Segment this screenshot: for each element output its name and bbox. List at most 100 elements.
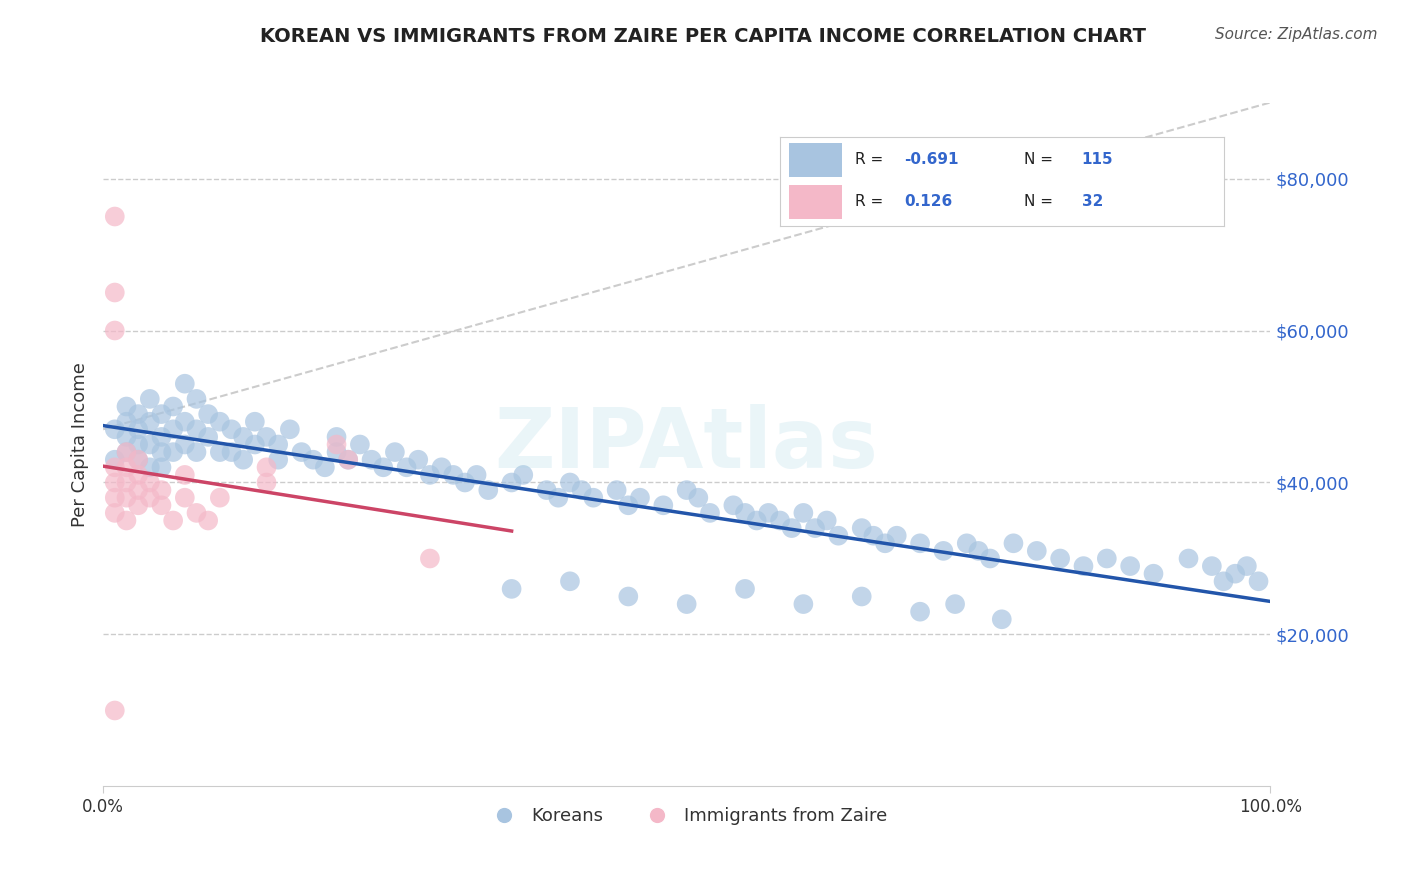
Point — [1073, 559, 1095, 574]
Point — [150, 460, 173, 475]
Point — [815, 514, 838, 528]
Point — [536, 483, 558, 497]
Point — [197, 514, 219, 528]
Point — [208, 491, 231, 505]
Point — [827, 529, 849, 543]
Point — [127, 452, 149, 467]
Point — [1225, 566, 1247, 581]
Point — [734, 582, 756, 596]
Point — [1002, 536, 1025, 550]
Point — [908, 536, 931, 550]
Point — [162, 445, 184, 459]
Point — [373, 460, 395, 475]
Point — [1142, 566, 1164, 581]
Point — [745, 514, 768, 528]
Point — [150, 483, 173, 497]
Point — [979, 551, 1001, 566]
Point — [1177, 551, 1199, 566]
Point — [943, 597, 966, 611]
Text: KOREAN VS IMMIGRANTS FROM ZAIRE PER CAPITA INCOME CORRELATION CHART: KOREAN VS IMMIGRANTS FROM ZAIRE PER CAPI… — [260, 27, 1146, 45]
Point — [104, 491, 127, 505]
Point — [173, 467, 195, 482]
Point — [582, 491, 605, 505]
Point — [465, 467, 488, 482]
Point — [104, 422, 127, 436]
Point — [115, 400, 138, 414]
Point — [1247, 574, 1270, 589]
Point — [1025, 544, 1047, 558]
Point — [139, 491, 162, 505]
Point — [104, 704, 127, 718]
Point — [441, 467, 464, 482]
Point — [139, 460, 162, 475]
Point — [606, 483, 628, 497]
Point — [208, 415, 231, 429]
Point — [186, 422, 208, 436]
Point — [628, 491, 651, 505]
Point — [349, 437, 371, 451]
Point — [173, 415, 195, 429]
Point — [675, 483, 697, 497]
Point — [115, 430, 138, 444]
Y-axis label: Per Capita Income: Per Capita Income — [72, 362, 89, 527]
Point — [699, 506, 721, 520]
Point — [406, 452, 429, 467]
Point — [1119, 559, 1142, 574]
Point — [162, 400, 184, 414]
Point — [547, 491, 569, 505]
Point — [150, 498, 173, 512]
Point — [873, 536, 896, 550]
Point — [956, 536, 979, 550]
Point — [337, 452, 360, 467]
Point — [186, 445, 208, 459]
Point — [1201, 559, 1223, 574]
Point — [243, 437, 266, 451]
Point — [127, 407, 149, 421]
Point — [115, 514, 138, 528]
Point — [115, 445, 138, 459]
Point — [512, 467, 534, 482]
Point — [501, 475, 523, 490]
Point — [1049, 551, 1071, 566]
Point — [290, 445, 312, 459]
Point — [302, 452, 325, 467]
Point — [150, 407, 173, 421]
Point — [419, 467, 441, 482]
Point — [688, 491, 710, 505]
Point — [104, 285, 127, 300]
Point — [104, 210, 127, 224]
Point — [221, 445, 243, 459]
Point — [267, 437, 290, 451]
Point — [104, 324, 127, 338]
Point — [104, 452, 127, 467]
Point — [617, 498, 640, 512]
Point — [325, 430, 347, 444]
Point — [197, 430, 219, 444]
Point — [243, 415, 266, 429]
Point — [104, 460, 127, 475]
Text: ZIPAtlas: ZIPAtlas — [495, 404, 879, 485]
Point — [862, 529, 884, 543]
Point — [139, 392, 162, 406]
Point — [419, 551, 441, 566]
Point — [780, 521, 803, 535]
Point — [173, 491, 195, 505]
Point — [723, 498, 745, 512]
Point — [162, 514, 184, 528]
Point — [571, 483, 593, 497]
Point — [756, 506, 779, 520]
Point — [430, 460, 453, 475]
Point — [115, 460, 138, 475]
Point — [454, 475, 477, 490]
Point — [851, 590, 873, 604]
Point — [395, 460, 418, 475]
Point — [337, 452, 360, 467]
Point — [197, 407, 219, 421]
Point — [139, 475, 162, 490]
Point — [804, 521, 827, 535]
Point — [104, 475, 127, 490]
Point — [932, 544, 955, 558]
Point — [115, 445, 138, 459]
Point — [908, 605, 931, 619]
Point — [617, 590, 640, 604]
